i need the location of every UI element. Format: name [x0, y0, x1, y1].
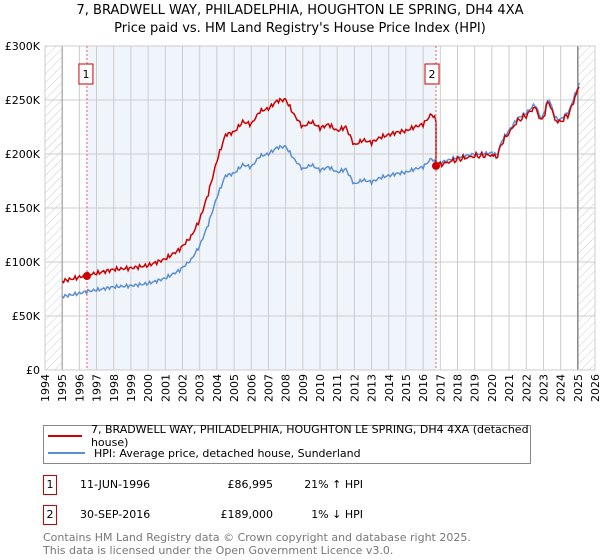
x-tick-label: 1995 — [56, 374, 69, 402]
x-tick-label: 2008 — [280, 374, 293, 402]
legend-label-hpi: HPI: Average price, detached house, Sund… — [94, 446, 361, 460]
chart-title: 7, BRADWELL WAY, PHILADELPHIA, HOUGHTON … — [76, 3, 524, 18]
x-tick-label: 2000 — [142, 374, 155, 402]
sale-point — [432, 161, 441, 170]
y-tick-label: £150K — [5, 202, 41, 215]
x-tick-label: 2016 — [417, 374, 430, 402]
y-tick-label: £200K — [5, 148, 41, 161]
y-tick-label: £50K — [12, 310, 41, 323]
x-tick-label: 2021 — [503, 374, 516, 402]
x-tick-label: 2002 — [177, 374, 190, 402]
sale-hpi-diff: 21% ↑ HPI — [304, 478, 363, 491]
x-tick-label: 1996 — [73, 374, 86, 402]
sale-price: £86,995 — [227, 478, 274, 491]
y-tick-label: £250K — [5, 94, 41, 107]
x-tick-label: 2007 — [262, 374, 275, 402]
chart-subtitle: Price paid vs. HM Land Registry's House … — [114, 21, 486, 36]
sale-point — [82, 272, 91, 281]
x-tick-label: 2022 — [520, 374, 533, 402]
x-tick-label: 2014 — [383, 374, 396, 402]
x-tick-label: 2012 — [348, 374, 361, 402]
x-tick-label: 2006 — [245, 374, 258, 402]
price-paid-line — [61, 86, 580, 284]
x-tick-label: 2026 — [589, 374, 600, 402]
x-tick-label: 2001 — [159, 374, 172, 402]
x-tick-label: 2015 — [400, 374, 413, 402]
legend-item-price: 7, BRADWELL WAY, PHILADELPHIA, HOUGHTON … — [44, 423, 530, 449]
x-tick-label: 1994 — [39, 374, 52, 402]
y-tick-label: £100K — [5, 256, 41, 269]
sale-label-box — [424, 63, 440, 85]
sale-date: 30-SEP-2016 — [80, 508, 151, 521]
y-tick-label: £300K — [5, 40, 41, 53]
price-chart: 1994 1995 1996 1997 1998 1999 2000 2001 2002 2003… — [5, 40, 600, 402]
x-tick-label: 1998 — [108, 374, 121, 402]
footer-copyright: Contains HM Land Registry data © Crown c… — [43, 531, 471, 544]
legend: 7, BRADWELL WAY, PHILADELPHIA, HOUGHTON … — [43, 423, 531, 464]
x-tick-label: 2009 — [297, 374, 310, 402]
sale-badge: 2 — [43, 505, 57, 525]
sale-badge: 1 — [43, 475, 57, 495]
legend-label-price: 7, BRADWELL WAY, PHILADELPHIA, HOUGHTON … — [90, 423, 529, 449]
legend-item-hpi: HPI: Average price, detached house, Sund… — [44, 445, 361, 461]
x-tick-label: 2010 — [314, 374, 327, 402]
sale-label-box — [78, 63, 94, 85]
footer-licence: This data is licensed under the Open Gov… — [43, 544, 394, 557]
x-tick-label: 2018 — [452, 374, 465, 402]
x-tick-label: 2011 — [331, 374, 344, 402]
x-tick-label: 1999 — [125, 374, 138, 402]
sale-price: £189,000 — [220, 508, 274, 521]
y-tick-label: £0 — [26, 364, 40, 377]
x-tick-label: 2024 — [555, 374, 568, 402]
x-tick-label: 2017 — [434, 374, 447, 402]
x-tick-label: 2013 — [366, 374, 379, 402]
x-tick-label: 2019 — [469, 374, 482, 402]
x-tick-label: 2023 — [537, 374, 550, 402]
x-tick-label: 2005 — [228, 374, 241, 402]
sale-hpi-diff: 1% ↓ HPI — [311, 508, 363, 521]
sale-date: 11-JUN-1996 — [80, 478, 151, 491]
x-tick-label: 2003 — [194, 374, 207, 402]
x-tick-label: 1997 — [91, 374, 104, 402]
x-tick-label: 2004 — [211, 374, 224, 402]
legend-swatch-price — [48, 435, 82, 437]
legend-swatch-hpi — [48, 452, 85, 454]
sale-label-number: 2 — [429, 68, 436, 81]
plot-frame — [44, 45, 596, 371]
x-tick-label: 2020 — [486, 374, 499, 402]
sale-label-number: 1 — [82, 68, 89, 81]
x-tick-label: 2025 — [572, 374, 585, 402]
